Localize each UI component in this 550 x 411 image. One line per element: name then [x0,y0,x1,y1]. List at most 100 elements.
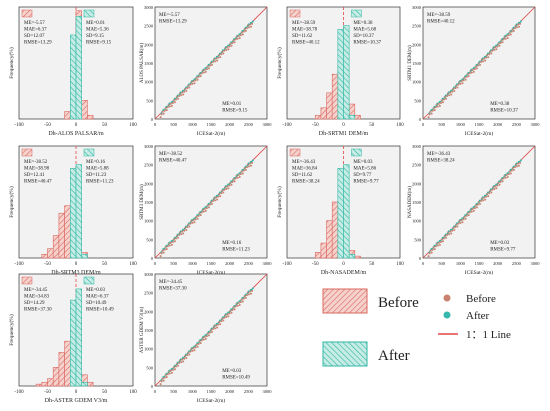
point-before [226,46,229,49]
x-tick-label: 2000 [225,389,235,394]
point-before [182,360,185,363]
point-before [215,196,218,199]
stat-after: SD=11.23 [86,173,107,178]
point-before [439,102,442,105]
point-before [462,218,465,221]
point-before [203,207,206,210]
point-before [196,78,199,81]
point-before [483,196,486,199]
point-before [163,109,166,112]
point-before [241,33,244,36]
point-before [468,211,471,214]
x-tick-label: 50 [369,123,375,128]
point-before [460,219,463,222]
point-before [427,116,430,119]
point-before [181,91,184,94]
point-before [239,301,242,304]
legend-before-label: Before [378,295,419,311]
point-before [227,187,230,190]
bar-before [64,340,71,387]
point-before [505,34,508,37]
stats-after-swatch [351,148,362,157]
stats-before-swatch [21,9,33,18]
x-axis-label: Dh-SRTM1 DEM/m [319,131,369,137]
point-before [173,240,176,243]
x-tick-label: 1500 [207,122,217,127]
x-axis-label: ICESat-2(m) [197,397,226,404]
stat-before: ME=-34.45 [159,280,183,285]
point-before [244,168,247,171]
point-before [197,342,200,345]
stat-after: RMSE=10.49 [222,376,250,381]
x-axis-label: ICESat-2(m) [197,269,226,276]
point-before [488,53,491,56]
point-before [170,243,173,246]
point-before [233,308,236,311]
point-before [220,320,223,323]
x-tick-label: 500 [438,122,446,127]
point-before [517,162,520,165]
stat-before: ME=-38.59 [292,21,316,26]
point-before [451,90,454,93]
point-before [457,222,460,225]
point-before [183,229,186,232]
point-before [168,372,171,375]
stat-before: RMSE=40.12 [427,20,455,25]
x-tick-label: 500 [170,261,178,266]
point-before [166,245,169,248]
x-tick-label: 0 [154,261,157,266]
point-before [431,248,434,251]
point-before [471,207,474,210]
point-before [210,202,213,205]
stat-before: ME=-5.57 [159,13,180,18]
point-before [189,83,192,86]
point-before [449,230,452,233]
x-tick-label: -50 [312,123,319,128]
x-tick-label: 100 [129,262,137,267]
scat-srtm1: ME=-38.59 RMSE=40.12 ME=0.38 RMSE=10.37 00 50… [408,5,540,137]
stat-after: MAE=5.86 [353,167,376,172]
point-before [239,173,242,176]
point-before [475,206,478,209]
x-tick-label: -100 [14,123,24,128]
point-before [180,233,183,236]
point-before [517,23,520,26]
bar-before [320,242,327,259]
point-before [212,61,215,64]
point-before [436,105,439,108]
point-before [467,75,470,78]
x-tick-label: 2500 [244,122,254,127]
point-before [430,251,433,254]
point-before [196,345,199,348]
point-before [189,222,192,225]
point-after [519,20,522,23]
point-before [250,25,253,28]
point-before [205,207,208,210]
point-before [226,185,229,188]
point-before [473,68,476,71]
y-tick-label: 500 [146,237,154,242]
point-before [247,165,250,168]
point-before [501,180,504,183]
point-before [495,48,498,51]
point-before [237,173,240,176]
x-axis-label: Dh-ASTER GDEM V3/m [45,398,108,404]
x-tick-label: 50 [102,123,108,128]
stat-after: ME=0.03 [490,241,510,246]
x-axis-label: Dh-SRTM3 DEM/m [51,270,101,276]
x-tick-label: 1000 [456,261,466,266]
point-before [200,72,203,75]
x-tick-label: 500 [170,389,178,394]
point-before [220,53,223,56]
point-before [499,180,502,183]
point-after [251,287,254,290]
point-before [247,293,250,296]
stat-after: RMSE=10.37 [490,109,518,114]
y-tick-label: 1000 [144,347,154,352]
point-before [238,175,241,178]
point-before [234,177,237,180]
point-before [448,233,451,236]
y-tick-label: 2000 [412,181,422,186]
bar-before [35,383,43,387]
